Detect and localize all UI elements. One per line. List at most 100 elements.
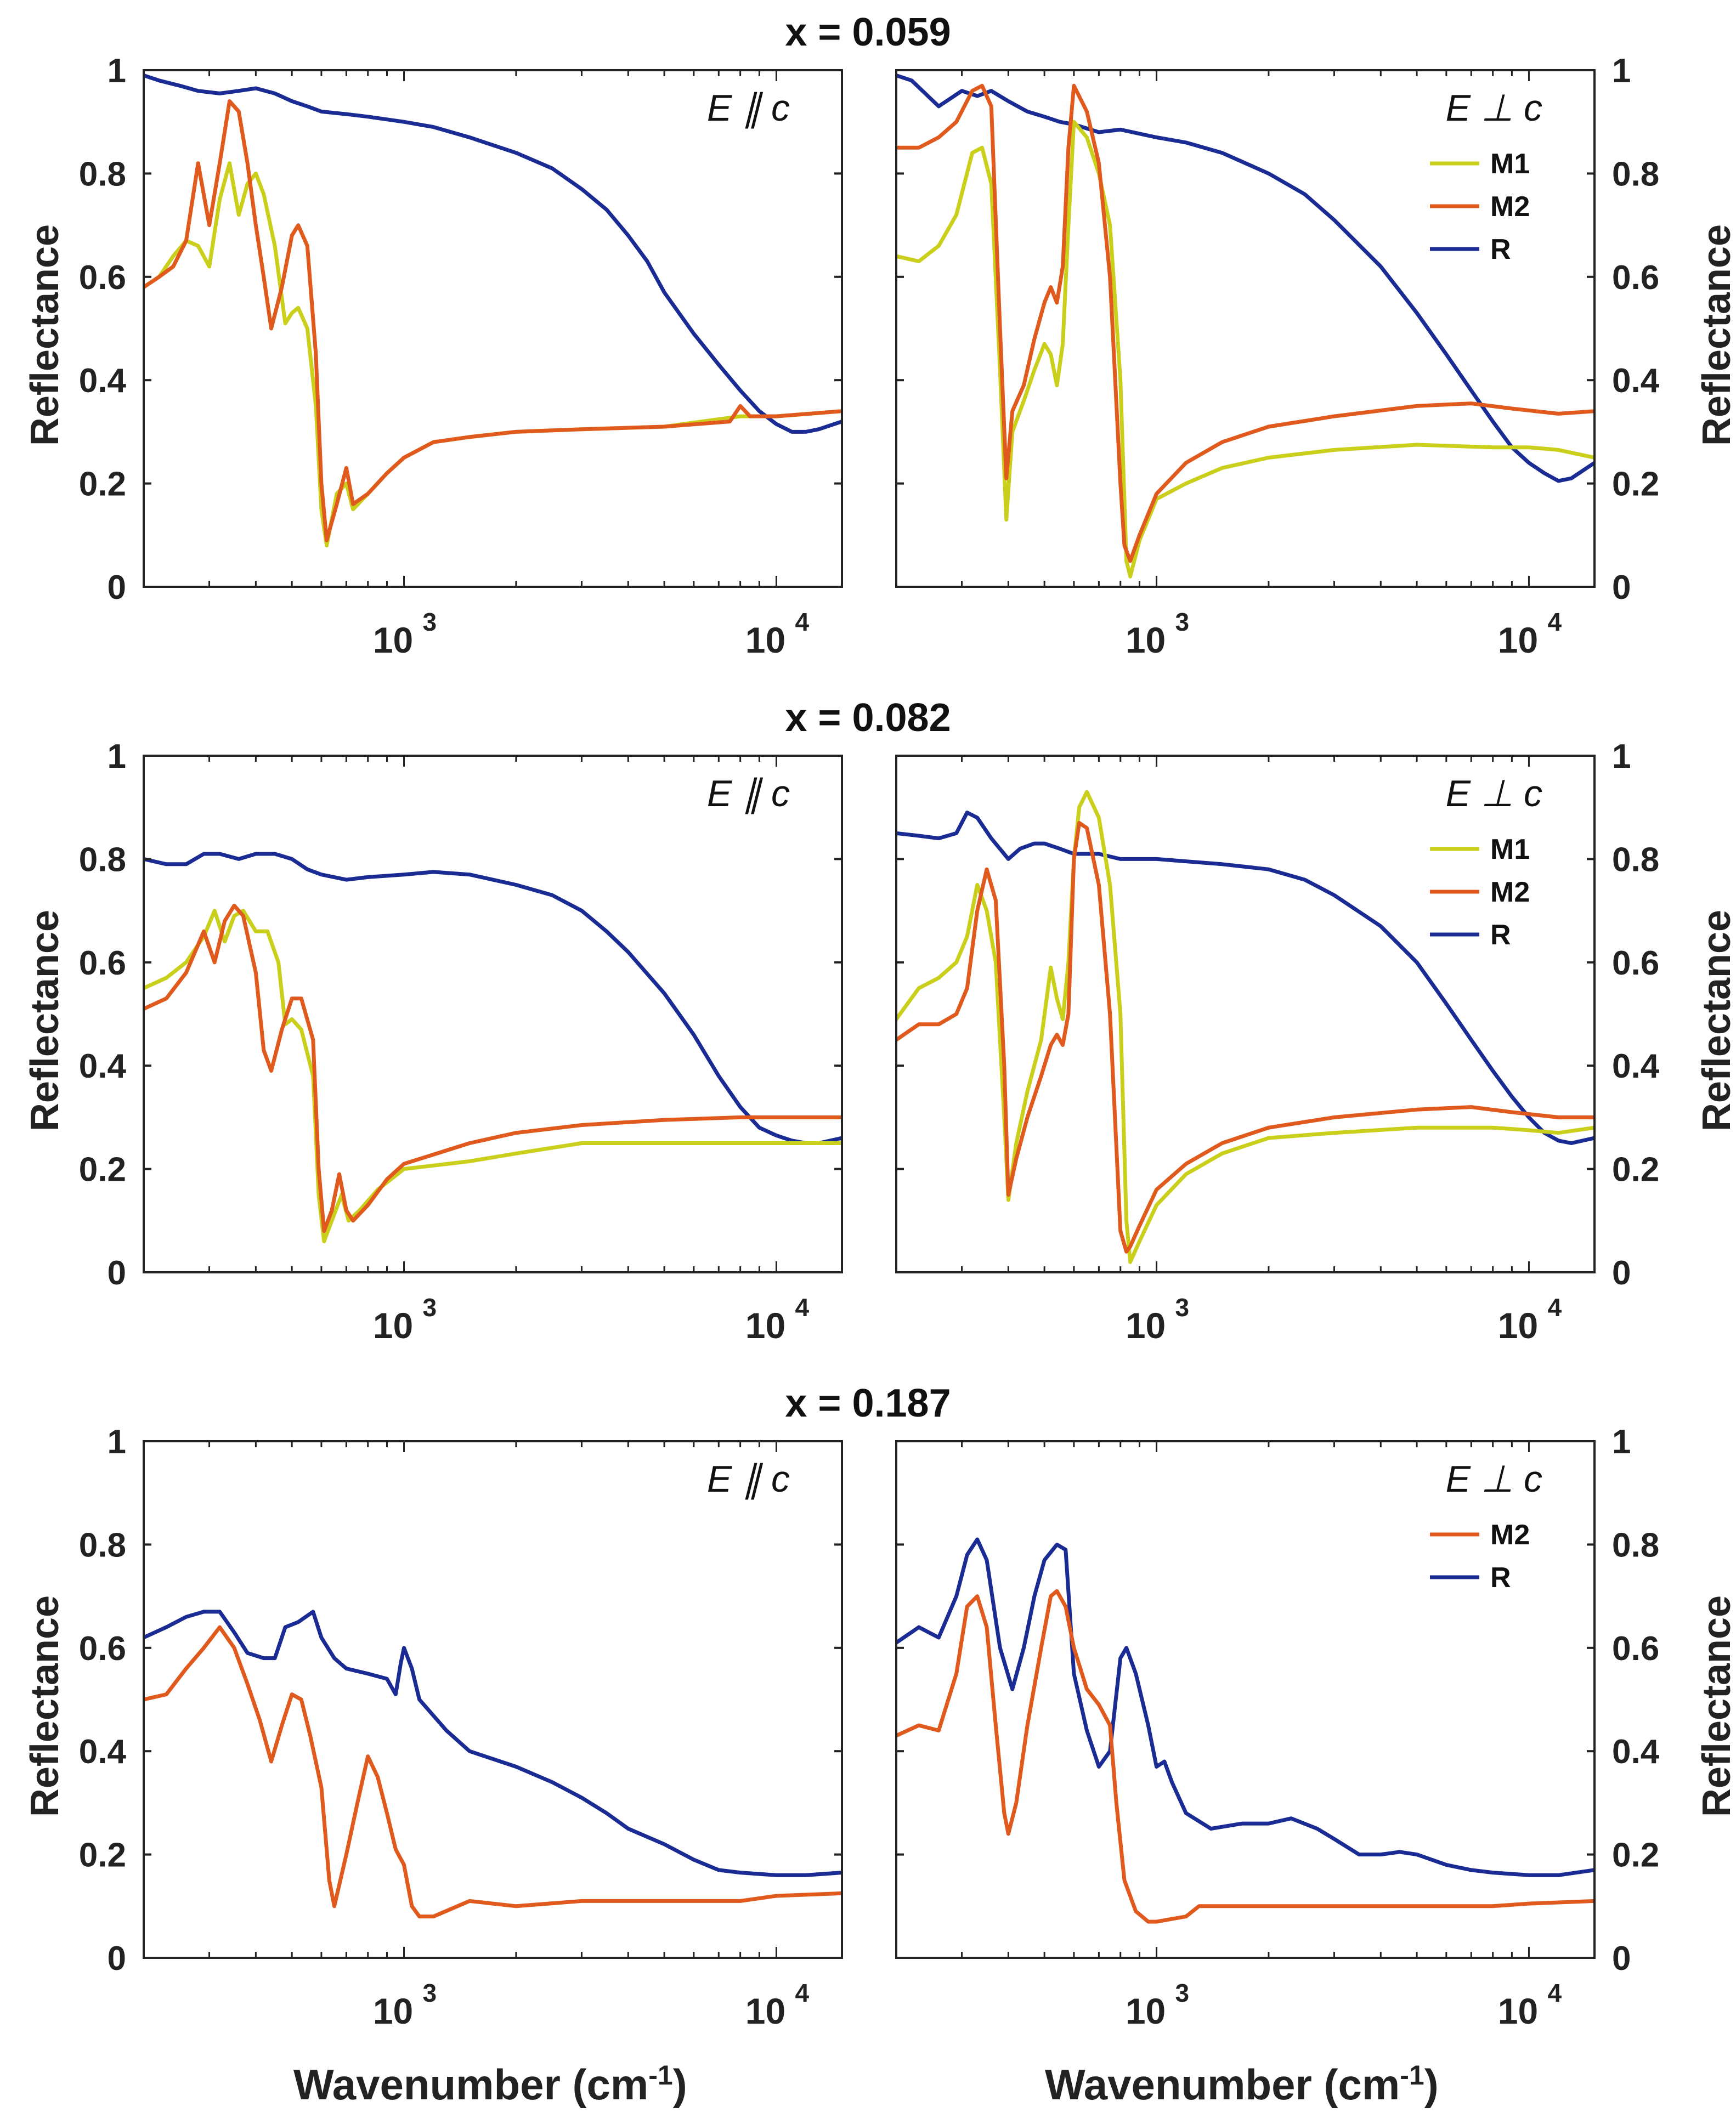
y-tick-label: 0.6 [1612,1630,1659,1668]
y-tick-label: 0 [108,1254,126,1292]
x-tick-label-exponent: 3 [423,608,437,636]
series-line-M2 [896,83,1594,563]
axes-frame [143,69,843,588]
polarization-label: E ⊥ c [1446,87,1542,129]
x-tick-label-exponent: 3 [1175,1293,1190,1322]
legend-label-M1: M1 [1490,148,1530,180]
y-tick-label: 0.6 [79,1630,126,1668]
x-axis-label-left: Wavenumber (cm-1) [293,2059,687,2110]
x-tick-label-exponent: 3 [1175,1979,1190,2007]
x-tick-label: 10 [1126,620,1166,660]
x-tick-label: 10 [373,1305,413,1346]
axes-frame [143,1440,843,1959]
polarization-label: E ⊥ c [1446,773,1542,814]
panel-p059_perp: 0 0.2 0.4 0.6 0.8 1 10 3 10 4 E ⊥ c M1 M2 R [895,52,1660,660]
y-tick-label: 0.4 [79,362,127,400]
series-line-R [144,73,842,434]
series-line-M1 [144,161,842,548]
y-tick-label: 0 [1612,1254,1631,1292]
panel-p082_perp: 0 0.2 0.4 0.6 0.8 1 10 3 10 4 E ⊥ c M1 M2 R [895,738,1660,1346]
x-tick-label-exponent: 4 [1547,1293,1562,1322]
y-tick-label: 0.8 [1612,841,1659,879]
axes-frame [895,755,1596,1273]
x-axis-label-tail: ) [672,2060,687,2109]
y-tick-label: 0.8 [79,155,126,193]
y-tick-label: 0.4 [1612,1047,1660,1085]
x-axis-label-sup: -1 [1400,2060,1424,2091]
legend-label-R: R [1490,919,1511,951]
panel-p082_par: 0 0.2 0.4 0.6 0.8 1 10 3 10 4 E ∥ c [79,738,843,1346]
y-tick-label: 0.4 [79,1047,127,1085]
y-tick-label: 0 [1612,1940,1631,1978]
x-axis-label-right: Wavenumber (cm-1) [1045,2059,1439,2110]
y-tick-label: 1 [108,1423,126,1461]
series-line-M1 [896,120,1594,579]
x-tick-label: 10 [1498,1305,1538,1346]
series-line-R [896,1537,1594,1877]
y-tick-label: 0.6 [1612,259,1659,297]
x-tick-label-exponent: 4 [1547,1979,1562,2007]
x-tick-label-exponent: 3 [423,1293,437,1322]
series-line-M2 [144,99,842,542]
x-tick-label-exponent: 4 [795,1979,809,2007]
y-tick-label: 0 [108,1940,126,1978]
y-tick-label: 0.2 [1612,1837,1659,1874]
series-line-R [144,852,842,1145]
y-tick-label: 0 [1612,569,1631,607]
x-tick-label: 10 [373,1991,413,2031]
x-tick-label: 10 [1126,1305,1166,1346]
x-tick-label-exponent: 4 [795,608,809,636]
y-tick-label: 1 [108,52,126,90]
legend-label-R: R [1490,1562,1511,1594]
y-tick-label: 0.4 [79,1733,127,1771]
x-tick-label: 10 [745,1991,785,2031]
legend-label-M1: M1 [1490,834,1530,865]
polarization-label: E ∥ c [707,1458,790,1500]
y-tick-label: 0.4 [1612,362,1660,400]
panel-p187_par: 0 0.2 0.4 0.6 0.8 1 10 3 10 4 E ∥ c [79,1423,843,2031]
polarization-label: E ∥ c [707,87,790,129]
series-line-M1 [896,790,1594,1264]
y-tick-label: 0.8 [1612,155,1659,193]
y-tick-label: 0.2 [79,466,126,503]
x-tick-label: 10 [745,1305,785,1346]
y-tick-label: 0.6 [79,944,126,982]
y-tick-label: 0.8 [79,1526,126,1564]
legend-label-M2: M2 [1490,1519,1530,1551]
polarization-label: E ⊥ c [1446,1458,1542,1500]
panel-p059_par: 0 0.2 0.4 0.6 0.8 1 10 3 10 4 E ∥ c [79,52,843,660]
y-tick-label: 0.2 [1612,466,1659,503]
series-line-M2 [896,821,1594,1254]
x-tick-label: 10 [373,620,413,660]
x-tick-label: 10 [1498,620,1538,660]
series-line-M2 [896,1589,1594,1924]
x-tick-label: 10 [1498,1991,1538,2031]
y-tick-label: 0.6 [1612,944,1659,982]
series-line-M2 [144,903,842,1233]
x-tick-label-exponent: 3 [423,1979,437,2007]
x-axis-label-tail: ) [1424,2060,1439,2109]
series-line-M2 [144,1625,842,1919]
series-line-R [144,1610,842,1877]
y-tick-label: 1 [1612,738,1631,775]
y-tick-label: 0.8 [1612,1526,1659,1564]
series-line-R [896,811,1594,1145]
x-tick-label: 10 [745,620,785,660]
y-tick-label: 0.6 [79,259,126,297]
x-axis-label-sup: -1 [648,2060,673,2091]
y-tick-label: 1 [1612,1423,1631,1461]
x-tick-label: 10 [1126,1991,1166,2031]
y-tick-label: 1 [108,738,126,775]
polarization-label: E ∥ c [707,773,790,814]
x-tick-label-exponent: 4 [795,1293,809,1322]
legend-label-M2: M2 [1490,191,1530,223]
y-tick-label: 0.2 [79,1837,126,1874]
y-tick-label: 0.4 [1612,1733,1660,1771]
y-tick-label: 0 [108,569,126,607]
axes-frame [895,69,1596,588]
x-tick-label-exponent: 4 [1547,608,1562,636]
series-line-M1 [144,909,842,1243]
series-line-R [896,73,1594,483]
